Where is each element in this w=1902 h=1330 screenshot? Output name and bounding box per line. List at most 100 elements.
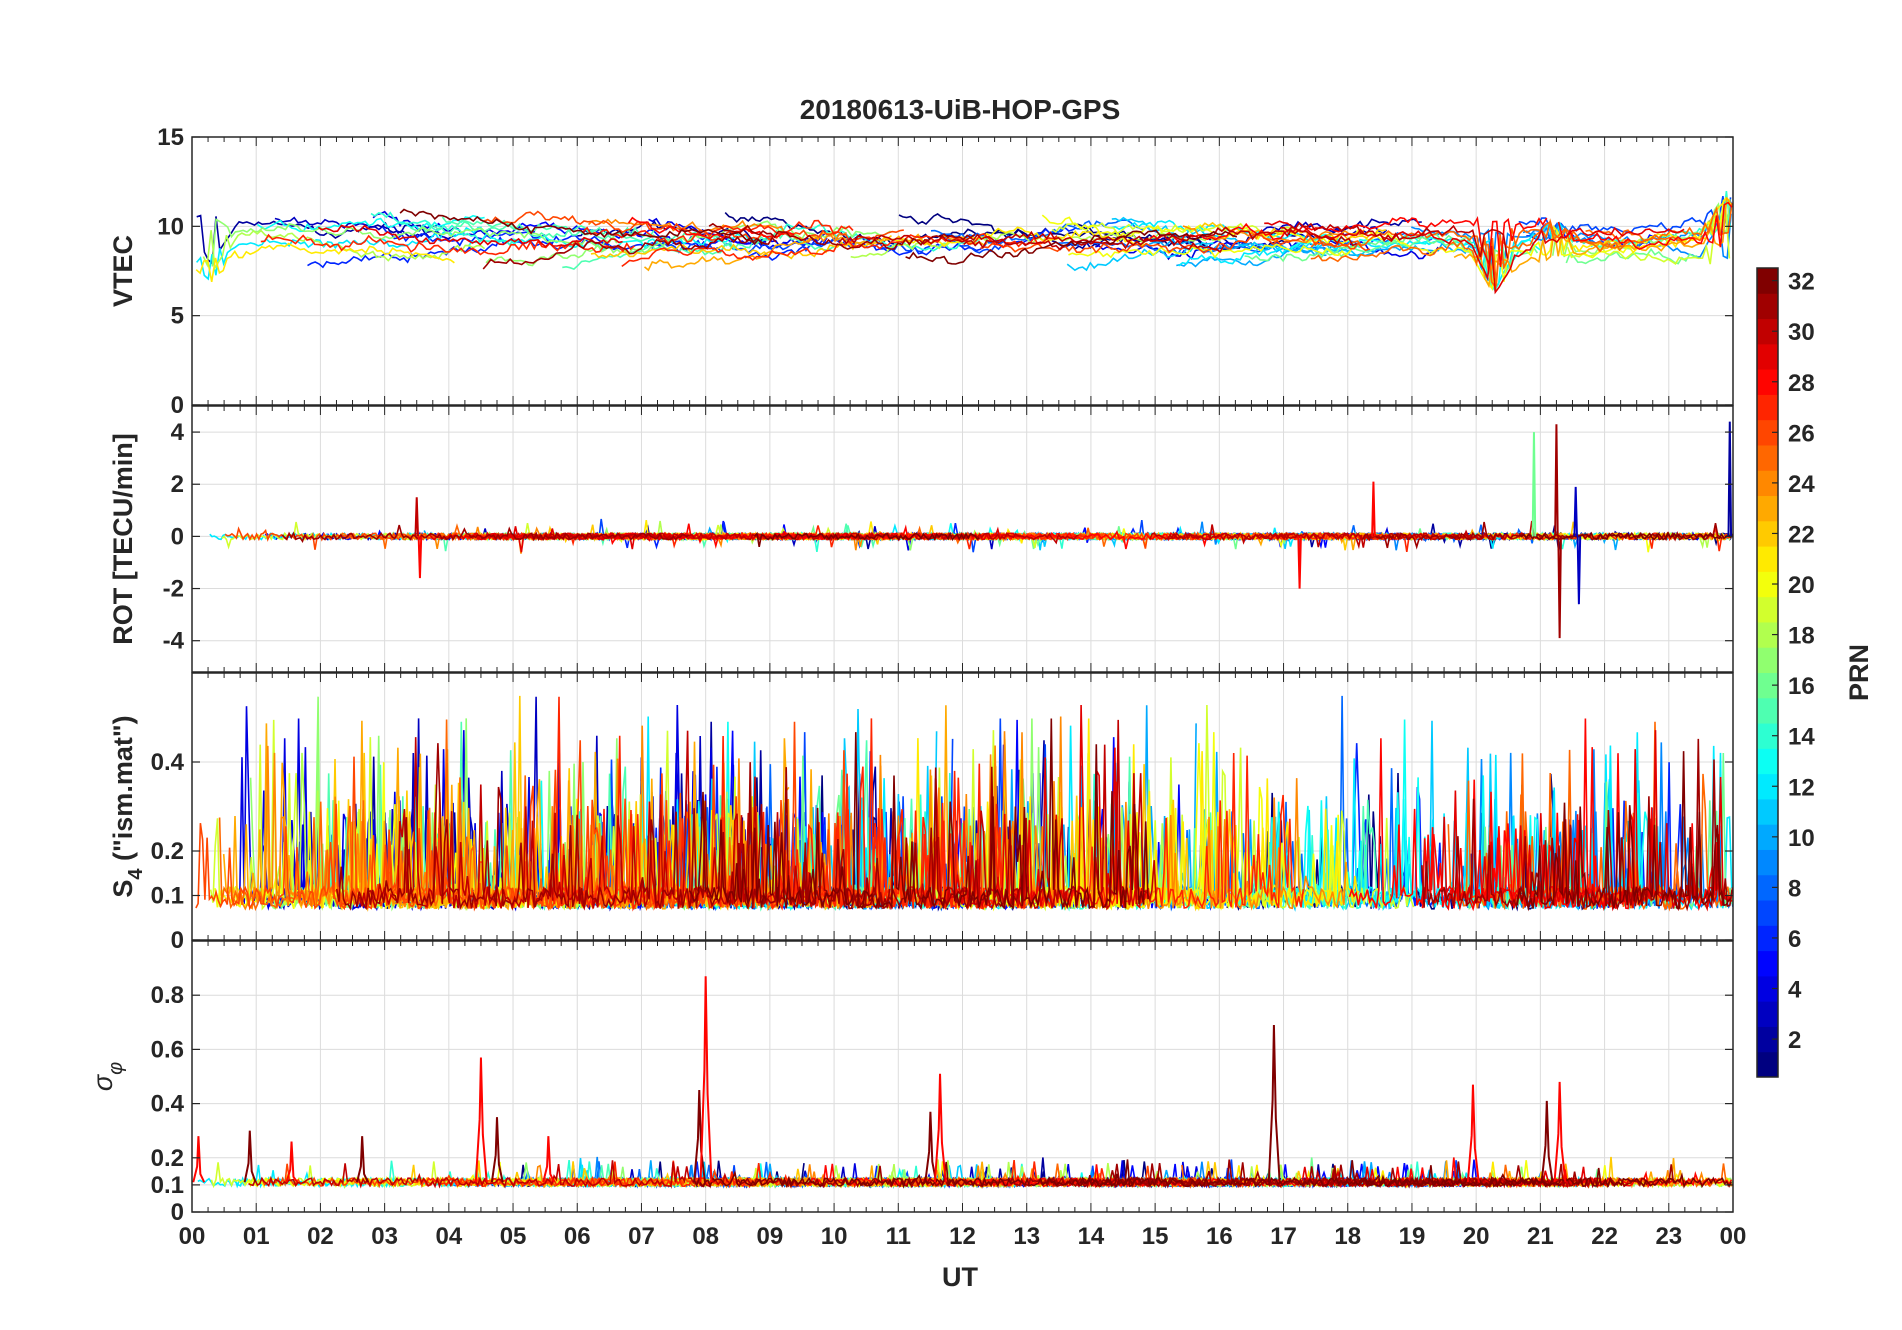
series-prn-12 xyxy=(1178,221,1580,291)
x-tick-label: 17 xyxy=(1270,1223,1297,1250)
rot-spike xyxy=(1727,421,1733,537)
x-tick-label: 19 xyxy=(1399,1223,1426,1250)
x-axis-label: UT xyxy=(942,1262,978,1292)
rot-spike xyxy=(1297,536,1302,589)
x-tick-label: 05 xyxy=(500,1223,527,1250)
series-prn-30 xyxy=(838,230,1225,254)
colorbar-swatch xyxy=(1757,697,1778,724)
colorbar-frame xyxy=(1756,267,1779,1078)
rot-spike xyxy=(1573,486,1578,537)
sigma-peak xyxy=(192,1136,206,1183)
rot-spike xyxy=(1371,481,1376,537)
x-tick-label: 04 xyxy=(435,1223,462,1250)
rot-spike xyxy=(1576,536,1582,605)
y-tick-label: 5 xyxy=(171,303,184,330)
series-prn-32 xyxy=(1518,531,1733,541)
x-tick-label: 18 xyxy=(1334,1223,1361,1250)
series-prn-24 xyxy=(1182,225,1365,244)
y-axis-label-sub: φ xyxy=(105,1062,127,1075)
colorbar-tick-label: 28 xyxy=(1788,370,1815,397)
panel-s4: 00.10.20.4S4 ("ism.mat") xyxy=(108,672,1734,954)
colorbar-swatch xyxy=(1757,672,1778,699)
colorbar-tick-label: 20 xyxy=(1788,572,1815,599)
series-prn-30 xyxy=(248,1160,730,1189)
x-tick-label: 07 xyxy=(628,1223,655,1250)
x-tick-label: 02 xyxy=(307,1223,334,1250)
panel-vtec: 0 5 10 15 VTEC xyxy=(108,124,1734,419)
colorbar-swatch xyxy=(1757,444,1778,471)
colorbar-label: PRN xyxy=(1844,644,1874,701)
series-prn-26 xyxy=(195,740,710,912)
series-prn-31 xyxy=(335,743,891,911)
x-tick-label: 00 xyxy=(1720,1223,1747,1250)
colorbar-tick-label: 26 xyxy=(1788,420,1815,447)
rot-spike xyxy=(1557,536,1562,639)
colorbar-tick-label: 4 xyxy=(1788,977,1802,1004)
colorbar-tick-label: 30 xyxy=(1788,319,1815,346)
colorbar-swatch xyxy=(1757,950,1778,977)
y-tick-label: 0 xyxy=(171,523,184,550)
series-prn-29 xyxy=(317,224,623,248)
colorbar-swatch xyxy=(1757,470,1778,497)
series-prn-25 xyxy=(1310,218,1643,286)
colorbar-tick-label: 12 xyxy=(1788,774,1815,801)
y-axis-label-rot: ROT [TECU/min] xyxy=(108,433,138,644)
colorbar-swatch xyxy=(1757,1051,1778,1078)
colorbar-tick-label: 22 xyxy=(1788,521,1815,548)
colorbar-swatch xyxy=(1757,596,1778,623)
sigma-peak xyxy=(474,1057,488,1183)
colorbar-swatch xyxy=(1757,571,1778,598)
y-tick-label: 0 xyxy=(171,927,184,954)
y-tick-label: -2 xyxy=(163,576,184,603)
x-tick-label: 16 xyxy=(1206,1223,1233,1250)
x-tick-label: 01 xyxy=(243,1223,270,1250)
rot-spike xyxy=(414,497,420,537)
colorbar-swatch xyxy=(1757,925,1778,952)
x-tick-label: 21 xyxy=(1527,1223,1554,1250)
colorbar-swatch xyxy=(1757,874,1778,901)
chart-title: 20180613-UiB-HOP-GPS xyxy=(800,94,1121,125)
y-tick-label: -4 xyxy=(163,628,185,655)
rot-spike xyxy=(1554,424,1559,537)
series-prn-12 xyxy=(195,226,482,281)
series-prn-26 xyxy=(261,1163,486,1189)
series-prn-17 xyxy=(211,218,618,267)
colorbar-swatch xyxy=(1757,824,1778,850)
colorbar-tick-label: 8 xyxy=(1788,875,1801,902)
rot-spike xyxy=(417,536,423,579)
x-tick-label: 08 xyxy=(692,1223,719,1250)
colorbar-swatch xyxy=(1757,773,1778,800)
y-tick-label: 0.4 xyxy=(151,749,185,776)
series-prn-13 xyxy=(256,214,485,233)
y-tick-label: 15 xyxy=(157,124,184,151)
panel-series xyxy=(195,695,1733,912)
x-tick-label: 06 xyxy=(564,1223,591,1250)
series-prn-32 xyxy=(1516,751,1732,912)
x-tick-label: 11 xyxy=(886,1223,911,1250)
colorbar-tick-label: 16 xyxy=(1788,673,1815,700)
y-axis-label-sub: 4 xyxy=(125,868,147,880)
colorbar-swatch xyxy=(1757,520,1778,547)
rot-spike xyxy=(1531,432,1537,537)
colorbar-tick-label: 14 xyxy=(1788,724,1815,751)
series-prn-28 xyxy=(627,216,795,240)
colorbar-swatch xyxy=(1757,419,1778,446)
series-prn-28 xyxy=(1557,201,1733,250)
y-tick-label: 0.1 xyxy=(151,1172,184,1199)
series-prn-31 xyxy=(708,222,976,250)
x-tick-label: 14 xyxy=(1078,1223,1105,1250)
colorbar-swatch xyxy=(1757,975,1778,1002)
colorbar-swatch xyxy=(1757,900,1778,926)
series-prn-31 xyxy=(281,524,690,543)
colorbar-swatch xyxy=(1757,748,1778,775)
colorbar-swatch xyxy=(1757,849,1778,876)
sigma-peak xyxy=(693,1090,707,1183)
colorbar-swatch xyxy=(1757,1001,1778,1027)
sigma-peak xyxy=(1466,1084,1480,1183)
series-prn-32 xyxy=(1079,1159,1562,1189)
colorbar-swatch xyxy=(1757,798,1778,825)
